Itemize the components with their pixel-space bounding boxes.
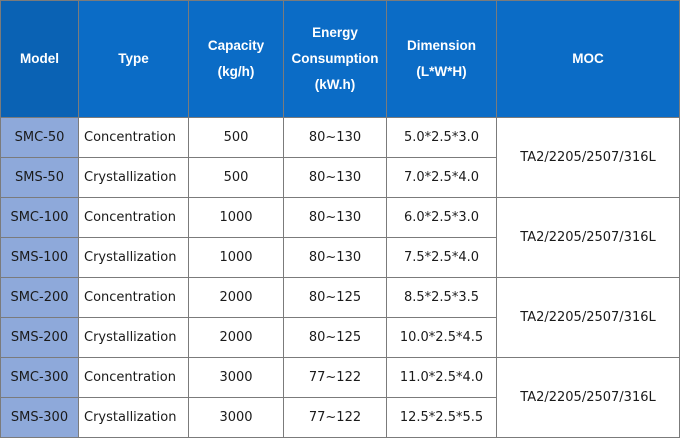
cell-dimension: 5.0*2.5*3.0 xyxy=(386,117,497,158)
cell-type: Concentration xyxy=(78,357,189,398)
table-row: SMS-100 Crystallization 1000 80~130 7.5*… xyxy=(0,237,680,278)
cell-energy: 80~130 xyxy=(283,157,387,198)
cell-dimension: 7.5*2.5*4.0 xyxy=(386,237,497,278)
header-capacity-line1: Capacity xyxy=(207,38,265,53)
cell-model: SMS-100 xyxy=(0,237,79,278)
cell-capacity: 500 xyxy=(188,117,284,158)
cell-model: SMC-50 xyxy=(0,117,79,158)
cell-dimension: 6.0*2.5*3.0 xyxy=(386,197,497,238)
cell-model: SMC-300 xyxy=(0,357,79,398)
header-energy-line3: (kW.h) xyxy=(314,77,356,92)
header-energy-line1: Energy xyxy=(312,25,358,40)
table-row: SMS-50 Crystallization 500 80~130 7.0*2.… xyxy=(0,157,680,198)
header-type: Type xyxy=(78,0,189,118)
cell-model: SMS-300 xyxy=(0,397,79,438)
table-row: SMC-300 Concentration 3000 77~122 11.0*2… xyxy=(0,357,680,438)
table-row: SMC-200 Concentration 2000 80~125 8.5*2.… xyxy=(0,277,680,358)
header-energy: Energy Consumption (kW.h) xyxy=(283,0,387,118)
cell-capacity: 2000 xyxy=(188,277,284,318)
cell-capacity: 500 xyxy=(188,157,284,198)
cell-type: Concentration xyxy=(78,117,189,158)
cell-moc: TA2/2205/2507/316L xyxy=(496,277,680,358)
cell-moc: TA2/2205/2507/316L xyxy=(496,357,680,438)
table-row: SMC-50 Concentration 500 80~130 5.0*2.5*… xyxy=(0,117,680,198)
cell-type: Crystallization xyxy=(78,397,189,438)
cell-energy: 80~125 xyxy=(283,277,387,318)
cell-type: Concentration xyxy=(78,197,189,238)
cell-type: Concentration xyxy=(78,277,189,318)
header-row: Model Type Capacity (kg/h) Energy Consum… xyxy=(0,0,680,118)
cell-model: SMC-100 xyxy=(0,197,79,238)
cell-capacity: 3000 xyxy=(188,397,284,438)
header-model: Model xyxy=(0,0,79,118)
cell-capacity: 3000 xyxy=(188,357,284,398)
table-row: SMS-300 Crystallization 3000 77~122 12.5… xyxy=(0,397,680,438)
cell-type: Crystallization xyxy=(78,237,189,278)
header-dimension-line1: Dimension xyxy=(406,38,476,53)
cell-type: Crystallization xyxy=(78,157,189,198)
header-dimension: Dimension (L*W*H) xyxy=(386,0,497,118)
table-row: SMS-200 Crystallization 2000 80~125 10.0… xyxy=(0,317,680,358)
cell-dimension: 12.5*2.5*5.5 xyxy=(386,397,497,438)
header-capacity: Capacity (kg/h) xyxy=(188,0,284,118)
cell-model: SMS-50 xyxy=(0,157,79,198)
cell-dimension: 11.0*2.5*4.0 xyxy=(386,357,497,398)
cell-capacity: 1000 xyxy=(188,197,284,238)
cell-model: SMS-200 xyxy=(0,317,79,358)
cell-energy: 80~130 xyxy=(283,117,387,158)
cell-energy: 80~130 xyxy=(283,197,387,238)
header-moc: MOC xyxy=(496,0,680,118)
cell-moc: TA2/2205/2507/316L xyxy=(496,197,680,278)
cell-energy: 77~122 xyxy=(283,397,387,438)
cell-energy: 80~125 xyxy=(283,317,387,358)
cell-dimension: 7.0*2.5*4.0 xyxy=(386,157,497,198)
header-dimension-line2: (L*W*H) xyxy=(416,64,467,79)
cell-capacity: 2000 xyxy=(188,317,284,358)
cell-model: SMC-200 xyxy=(0,277,79,318)
cell-dimension: 8.5*2.5*3.5 xyxy=(386,277,497,318)
header-energy-line2: Consumption xyxy=(291,51,379,66)
table-row: SMC-100 Concentration 1000 80~130 6.0*2.… xyxy=(0,197,680,278)
cell-capacity: 1000 xyxy=(188,237,284,278)
header-capacity-line2: (kg/h) xyxy=(217,64,255,79)
cell-moc: TA2/2205/2507/316L xyxy=(496,117,680,198)
cell-dimension: 10.0*2.5*4.5 xyxy=(386,317,497,358)
cell-energy: 77~122 xyxy=(283,357,387,398)
cell-energy: 80~130 xyxy=(283,237,387,278)
cell-type: Crystallization xyxy=(78,317,189,358)
